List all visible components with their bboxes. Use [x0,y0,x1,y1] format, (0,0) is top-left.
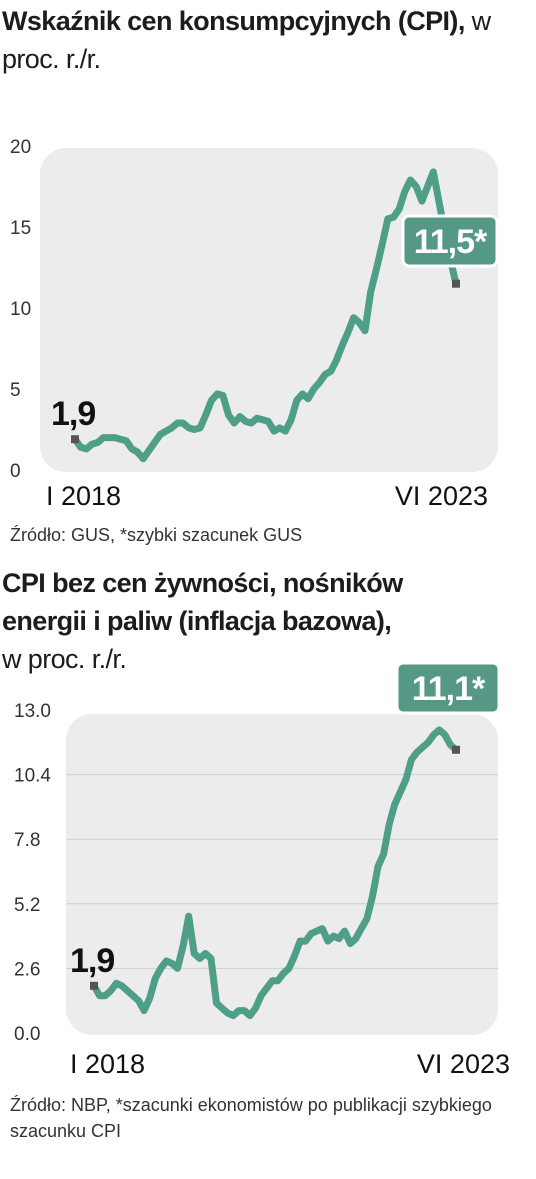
chart2-y-tick: 10.4 [14,766,51,787]
chart1-callout-label: 11,5* [414,223,488,261]
chart2-end-marker [452,745,460,754]
chart2-y-tick: 2.6 [14,959,40,980]
chart1-x-label-start: I 2018 [46,481,121,511]
chart2-svg: 0.0 2.6 5.2 7.8 10.4 13.0 1,9 11,1* I 2018 VI 202… [14,661,510,1079]
chart1-y-tick: 10 [10,299,31,320]
chart2-start-marker [90,981,98,990]
chart1-y-tick: 15 [10,218,31,239]
chart2-x-label-end: VI 2023 [417,1049,510,1079]
chart2-title-unit: w proc. r./r. [2,644,127,674]
chart1-y-tick: 0 [10,461,21,482]
chart1-source: Źródło: GUS, *szybki szacunek GUS [10,525,303,545]
chart2-plot-area [66,714,498,1035]
chart1-title: Wskaźnik cen konsumpcyjnych (CPI), w pro… [2,2,532,78]
chart2-title: CPI bez cen żywności, nośników energii i… [2,564,457,678]
chart1-x-label-end: VI 2023 [395,481,488,511]
chart1-y-tick: 5 [10,380,21,401]
chart1-callout-box [401,214,499,268]
chart2-y-tick: 7.8 [14,830,40,851]
chart2-x-label-start: I 2018 [70,1049,145,1079]
chart1-end-marker [452,279,460,288]
chart2-y-tick: 0.0 [14,1024,40,1045]
chart1-start-label: 1,9 [51,395,95,433]
chart2-callout-label: 11,1* [412,670,486,708]
chart1-svg: 0 5 10 15 20 1,9 11,5* I 2018 VI 2023 [10,137,499,511]
chart2-start-label: 1,9 [70,942,114,980]
chart2-series-line [90,726,460,1020]
chart1-title-unit: w proc. r./r. [2,6,491,74]
chart2-source: Źródło: NBP, *szacunki ekonomistów po pu… [10,1095,492,1141]
chart1-start-marker [71,435,79,444]
chart1-y-tick: 20 [10,137,31,158]
chart2-callout-box [395,661,501,715]
chart2-y-tick: 13.0 [14,701,51,722]
chart1-title-bold: Wskaźnik cen konsumpcyjnych (CPI), [2,6,465,36]
chart2-y-tick: 5.2 [14,895,40,916]
chart2-title-bold: CPI bez cen żywności, nośników energii i… [2,568,403,636]
chart1-series-line [71,168,460,463]
